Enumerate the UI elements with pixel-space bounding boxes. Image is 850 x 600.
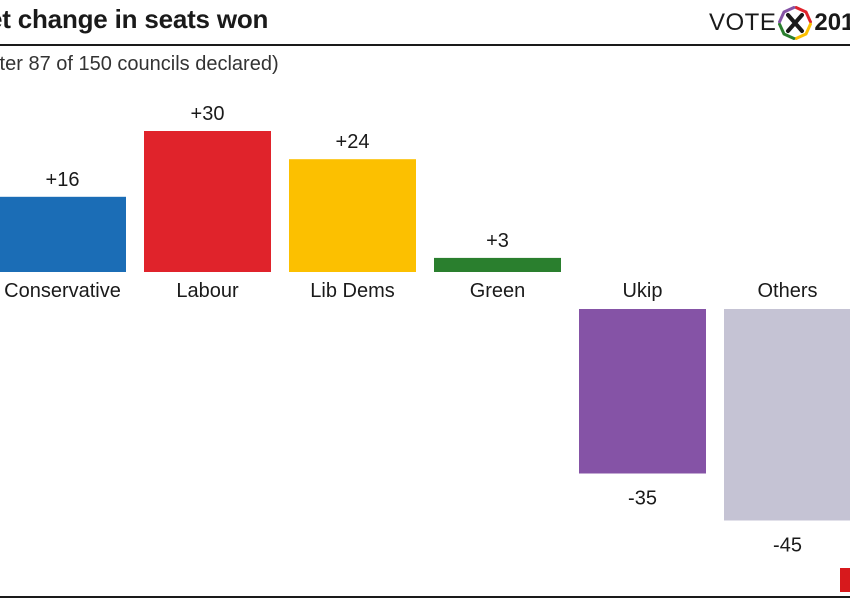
logo-year: 201 (814, 9, 850, 36)
chart-title: et change in seats won (0, 4, 269, 34)
value-label-others: -45 (773, 535, 802, 557)
bar-green (434, 257, 561, 272)
bar-conservative (0, 196, 126, 272)
category-label-labour: Labour (176, 280, 239, 302)
value-label-conservative: +16 (46, 169, 80, 191)
brand-corner-mark (840, 568, 850, 592)
category-label-lib-dems: Lib Dems (310, 280, 394, 302)
value-label-labour: +30 (191, 103, 225, 125)
category-label-conservative: Conservative (4, 280, 121, 302)
logo-word: VOTE (709, 9, 777, 36)
bar-others (724, 309, 850, 521)
bar-ukip (579, 309, 706, 474)
bar-labour (144, 131, 271, 272)
value-label-green: +3 (486, 230, 509, 252)
bar-lib-dems (289, 159, 416, 272)
category-label-others: Others (757, 280, 817, 302)
footer-divider (0, 596, 850, 598)
value-label-lib-dems: +24 (336, 131, 370, 153)
title-divider (0, 44, 850, 46)
vote-x-ballot-icon (778, 6, 813, 40)
category-label-ukip: Ukip (622, 280, 662, 302)
vote-logo: VOTE 201 (709, 6, 850, 40)
value-label-ukip: -35 (628, 488, 657, 510)
category-label-green: Green (470, 280, 526, 302)
chart-subtitle: fter 87 of 150 councils declared) (0, 53, 279, 75)
